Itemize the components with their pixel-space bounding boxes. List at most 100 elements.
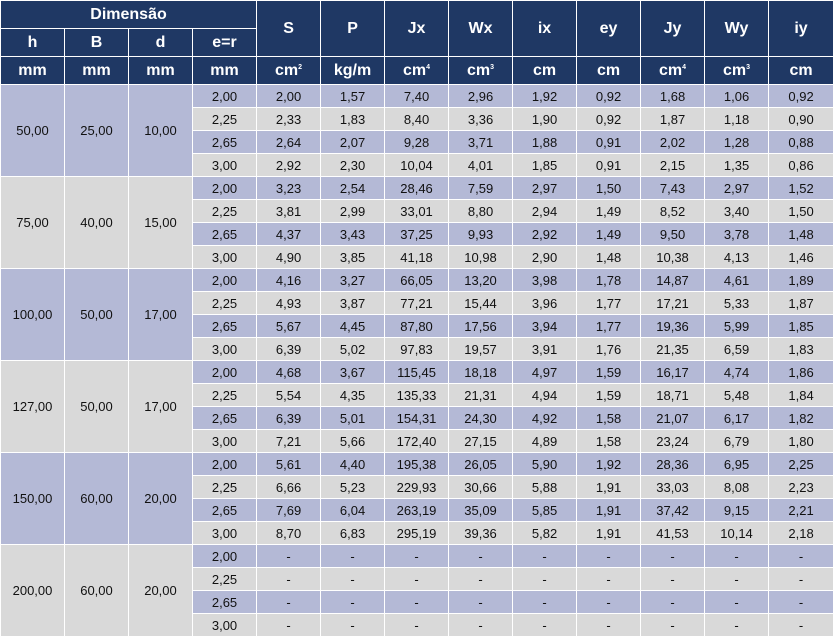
unit-ey: cm — [577, 57, 641, 85]
value-cell: 4,74 — [705, 361, 769, 384]
value-cell: - — [449, 614, 513, 637]
value-cell: 3,71 — [449, 131, 513, 154]
unit-p: kg/m — [321, 57, 385, 85]
header-prop-wx: Wx — [449, 1, 513, 57]
value-cell: 1,91 — [577, 476, 641, 499]
header-dim-b: B — [65, 29, 129, 57]
value-cell: - — [321, 568, 385, 591]
value-cell: 2,25 — [769, 453, 833, 476]
value-cell: - — [769, 591, 833, 614]
value-cell: 1,83 — [769, 338, 833, 361]
value-cell: 1,85 — [769, 315, 833, 338]
value-cell: 2,92 — [513, 223, 577, 246]
value-cell: 2,54 — [321, 177, 385, 200]
value-cell: 3,85 — [321, 246, 385, 269]
value-cell: 5,01 — [321, 407, 385, 430]
value-cell: 172,40 — [385, 430, 449, 453]
dim-d-cell: 20,00 — [129, 453, 193, 545]
value-cell: 6,95 — [705, 453, 769, 476]
value-cell: 3,87 — [321, 292, 385, 315]
value-cell: 10,14 — [705, 522, 769, 545]
value-cell: 115,45 — [385, 361, 449, 384]
thickness-cell: 2,65 — [193, 223, 257, 246]
value-cell: 9,50 — [641, 223, 705, 246]
value-cell: 3,23 — [257, 177, 321, 200]
value-cell: 3,67 — [321, 361, 385, 384]
value-cell: 6,59 — [705, 338, 769, 361]
value-cell: 5,90 — [513, 453, 577, 476]
header-prop-s: S — [257, 1, 321, 57]
thickness-cell: 2,65 — [193, 407, 257, 430]
value-cell: 2,02 — [641, 131, 705, 154]
value-cell: 26,05 — [449, 453, 513, 476]
header-prop-ey: ey — [577, 1, 641, 57]
value-cell: 8,40 — [385, 108, 449, 131]
value-cell: 263,19 — [385, 499, 449, 522]
value-cell: 8,70 — [257, 522, 321, 545]
value-cell: - — [513, 545, 577, 568]
value-cell: 4,16 — [257, 269, 321, 292]
header-prop-jx: Jx — [385, 1, 449, 57]
value-cell: 18,71 — [641, 384, 705, 407]
unit-wy: cm3 — [705, 57, 769, 85]
unit-s: cm2 — [257, 57, 321, 85]
value-cell: 1,50 — [769, 200, 833, 223]
value-cell: - — [769, 614, 833, 637]
unit-b: mm — [65, 57, 129, 85]
value-cell: 7,43 — [641, 177, 705, 200]
value-cell: 1,28 — [705, 131, 769, 154]
value-cell: 1,59 — [577, 384, 641, 407]
value-cell: 1,82 — [769, 407, 833, 430]
value-cell: - — [705, 568, 769, 591]
value-cell: 5,02 — [321, 338, 385, 361]
thickness-cell: 2,00 — [193, 85, 257, 108]
value-cell: - — [257, 568, 321, 591]
value-cell: 17,56 — [449, 315, 513, 338]
value-cell: - — [321, 545, 385, 568]
value-cell: 9,15 — [705, 499, 769, 522]
unit-wx: cm3 — [449, 57, 513, 85]
unit-jy: cm4 — [641, 57, 705, 85]
value-cell: 195,38 — [385, 453, 449, 476]
value-cell: 77,21 — [385, 292, 449, 315]
unit-d: mm — [129, 57, 193, 85]
value-cell: 10,38 — [641, 246, 705, 269]
value-cell: 19,57 — [449, 338, 513, 361]
value-cell: 6,66 — [257, 476, 321, 499]
thickness-cell: 2,65 — [193, 591, 257, 614]
value-cell: 5,85 — [513, 499, 577, 522]
value-cell: 37,25 — [385, 223, 449, 246]
value-cell: - — [705, 614, 769, 637]
value-cell: 0,86 — [769, 154, 833, 177]
value-cell: 4,92 — [513, 407, 577, 430]
dimensao-header: Dimensão — [1, 1, 257, 29]
value-cell: 10,98 — [449, 246, 513, 269]
dim-d-cell: 17,00 — [129, 269, 193, 361]
thickness-cell: 2,00 — [193, 269, 257, 292]
thickness-cell: 2,25 — [193, 568, 257, 591]
value-cell: 1,58 — [577, 430, 641, 453]
value-cell: 7,40 — [385, 85, 449, 108]
dim-h-cell: 50,00 — [1, 85, 65, 177]
value-cell: - — [257, 591, 321, 614]
value-cell: 17,21 — [641, 292, 705, 315]
value-cell: 2,97 — [513, 177, 577, 200]
value-cell: - — [385, 614, 449, 637]
value-cell: 1,86 — [769, 361, 833, 384]
value-cell: 1,84 — [769, 384, 833, 407]
value-cell: 135,33 — [385, 384, 449, 407]
value-cell: 229,93 — [385, 476, 449, 499]
value-cell: 4,37 — [257, 223, 321, 246]
value-cell: 1,46 — [769, 246, 833, 269]
value-cell: 4,45 — [321, 315, 385, 338]
value-cell: 33,01 — [385, 200, 449, 223]
value-cell: 0,88 — [769, 131, 833, 154]
value-cell: 1,50 — [577, 177, 641, 200]
value-cell: - — [513, 568, 577, 591]
value-cell: 4,90 — [257, 246, 321, 269]
value-cell: 4,35 — [321, 384, 385, 407]
value-cell: 27,15 — [449, 430, 513, 453]
value-cell: 16,17 — [641, 361, 705, 384]
value-cell: 3,98 — [513, 269, 577, 292]
